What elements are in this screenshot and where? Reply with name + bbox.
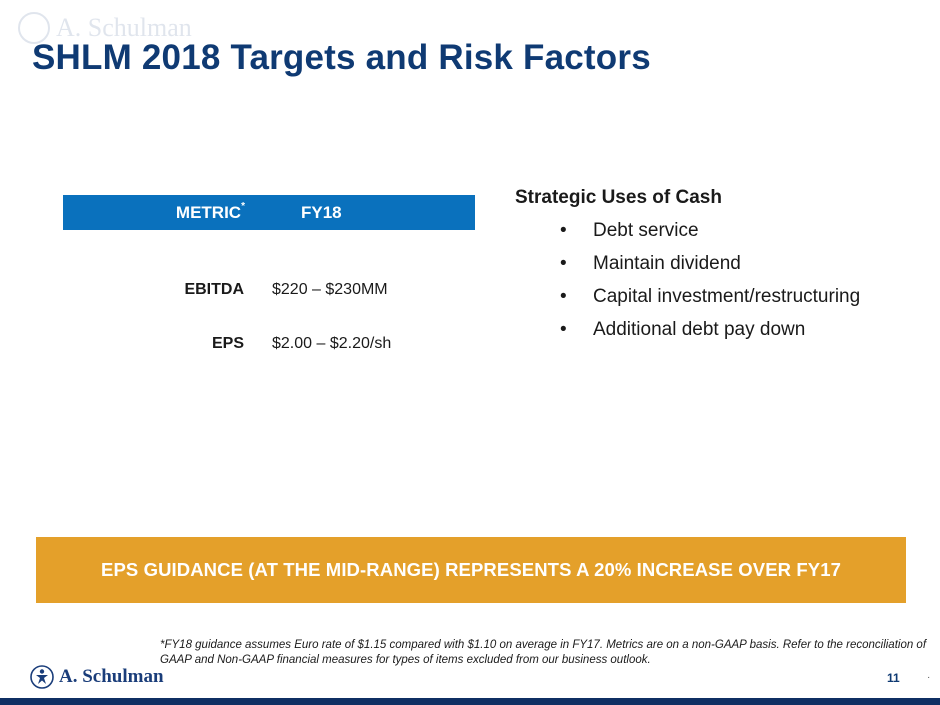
eps-guidance-banner: EPS GUIDANCE (AT THE MID-RANGE) REPRESEN…	[36, 537, 906, 603]
footer-bar	[0, 698, 940, 705]
strategy-item: • Debt service	[560, 220, 699, 241]
page-dot: ·	[927, 672, 931, 683]
metric-row-eps: EPS $2.00 – $2.20/sh	[63, 335, 475, 357]
fy18-column-header: FY18	[301, 203, 342, 222]
watermark-text: A. Schulman	[56, 13, 192, 42]
bullet-icon: •	[560, 253, 567, 274]
metric-value: $220 – $230MM	[272, 281, 388, 298]
metrics-table-header: METRIC* FY18	[63, 195, 475, 230]
metric-column-header: METRIC*	[175, 201, 245, 222]
watermark-emblem-icon	[18, 12, 50, 44]
footnote: *FY18 guidance assumes Euro rate of $1.1…	[160, 639, 927, 666]
metric-name: EBITDA	[184, 281, 244, 298]
metric-row-ebitda: EBITDA $220 – $230MM	[63, 281, 475, 303]
strategy-list: • Debt service • Maintain dividend • Capita…	[560, 220, 860, 352]
page-number: 11	[887, 671, 900, 685]
banner-text: EPS GUIDANCE (AT THE MID-RANGE) REPRESEN…	[101, 559, 841, 580]
strategy-item: • Maintain dividend	[560, 253, 741, 274]
strategy-item: • Additional debt pay down	[560, 319, 806, 340]
bullet-icon: •	[560, 220, 567, 241]
metric-footnote-marker: *	[241, 201, 245, 212]
metric-name: EPS	[211, 335, 244, 352]
schulman-emblem-icon	[30, 665, 54, 689]
watermark-logo: A. Schulman	[18, 10, 238, 46]
metric-value: $2.00 – $2.20/sh	[272, 335, 392, 352]
bullet-icon: •	[560, 319, 567, 340]
strategy-title: Strategic Uses of Cash	[515, 187, 722, 208]
company-logo: A. Schulman	[30, 665, 164, 689]
strategy-item: • Capital investment/restructuring	[560, 286, 861, 307]
bullet-icon: •	[560, 286, 567, 307]
slide-title: SHLM 2018 Targets and Risk Factors	[32, 38, 651, 77]
logo-text: A. Schulman	[59, 666, 164, 687]
